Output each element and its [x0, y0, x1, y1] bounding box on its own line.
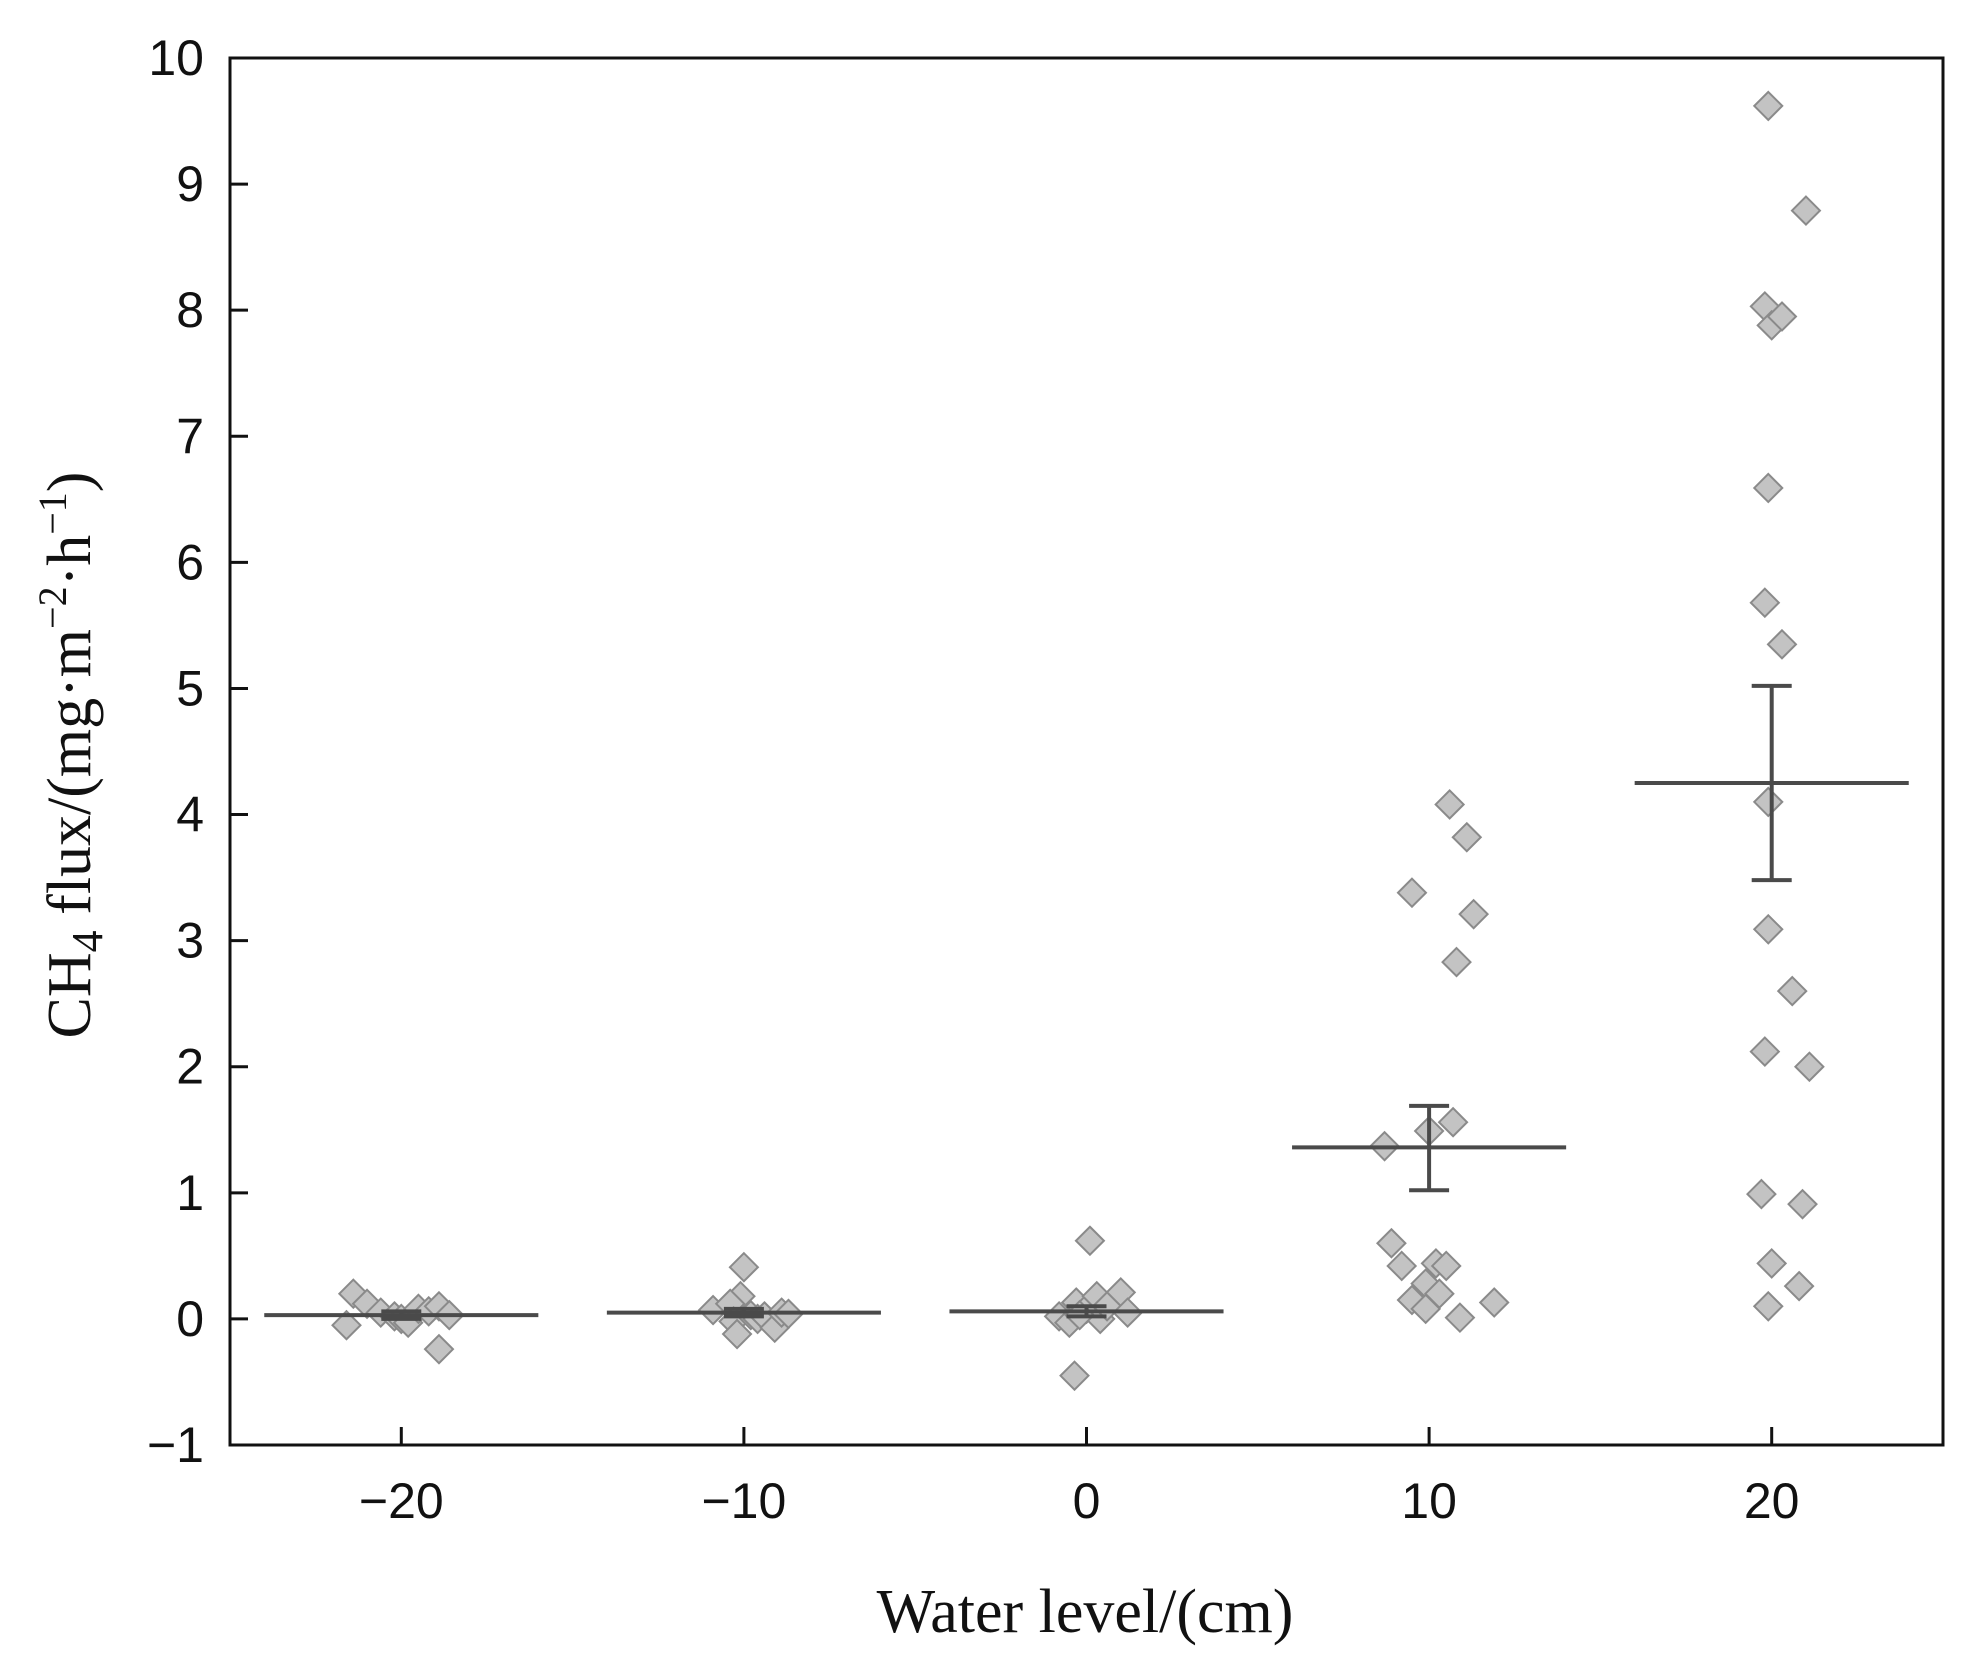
data-point-diamond — [1478, 1287, 1510, 1318]
data-point-diamond — [1458, 898, 1490, 930]
data-point-diamond — [1386, 1250, 1418, 1282]
y-axis-title-sub: 4 — [63, 930, 112, 952]
data-point-diamond — [728, 1251, 760, 1283]
y-axis-title-sup1: −2 — [30, 586, 75, 629]
y-axis-title-mid2: ·h — [36, 535, 104, 587]
y-axis-title-mid: flux/(mg·m — [36, 629, 104, 930]
x-tick-label: 10 — [1401, 1473, 1457, 1529]
x-tick-label: 20 — [1744, 1473, 1800, 1529]
data-point-diamond — [1793, 1051, 1825, 1083]
y-tick-label: 8 — [176, 282, 204, 338]
y-tick-label: 5 — [176, 660, 204, 716]
y-tick-label: 10 — [148, 30, 204, 86]
mean-lines — [264, 781, 1909, 1318]
data-point-diamond — [1444, 1302, 1476, 1334]
x-tick-label: 0 — [1073, 1473, 1101, 1529]
data-point-diamond — [1783, 1270, 1815, 1302]
data-point-diamond — [1430, 1250, 1462, 1282]
y-axis-title-sup2: −1 — [30, 492, 75, 535]
x-axis-title: Water level/(cm) — [877, 1578, 1294, 1646]
axis-labels: Water level/(cm) CH4 flux/(mg·m−2·h−1) — [30, 472, 1293, 1646]
y-axis-title-suffix: ) — [36, 472, 104, 493]
data-point-diamond — [1766, 628, 1798, 660]
y-axis-title-prefix: CH — [36, 952, 104, 1038]
data-point-diamond — [1074, 1225, 1106, 1257]
data-point-diamond — [1059, 1360, 1090, 1392]
y-tick-label: 6 — [176, 534, 204, 590]
x-tick-label: −20 — [359, 1473, 444, 1529]
error-bars — [381, 683, 1792, 1321]
y-tick-label: 9 — [176, 156, 204, 212]
y-tick-label: 7 — [176, 408, 204, 464]
y-tick-label: 2 — [176, 1039, 204, 1095]
data-point-diamond — [1437, 1106, 1469, 1138]
y-tick-label: 4 — [176, 787, 204, 843]
data-point-diamond — [1766, 301, 1798, 332]
data-point-diamond — [1451, 821, 1483, 853]
data-point-diamond — [721, 1318, 753, 1350]
data-point-diamond — [1752, 1290, 1784, 1322]
data-point-diamond — [331, 1309, 362, 1341]
y-tick-label: 3 — [176, 913, 204, 969]
data-point-diamond — [1752, 472, 1784, 504]
y-tick-label: −1 — [147, 1417, 204, 1473]
data-point-diamond — [1752, 90, 1784, 122]
data-point-diamond — [1423, 1278, 1455, 1310]
data-point-diamond — [1375, 1227, 1407, 1259]
y-axis-title: CH4 flux/(mg·m−2·h−1) — [30, 472, 112, 1039]
data-point-diamond — [1787, 1188, 1818, 1220]
data-point-diamond — [1441, 946, 1472, 978]
y-tick-label: 0 — [176, 1291, 204, 1347]
data-point-diamond — [1752, 786, 1784, 818]
data-point-diamond — [1396, 877, 1428, 909]
x-tick-label: −10 — [701, 1473, 786, 1529]
data-point-diamond — [1434, 789, 1466, 820]
data-point-diamond — [1749, 1036, 1781, 1068]
y-tick-label: 1 — [176, 1165, 204, 1221]
data-points — [331, 90, 1825, 1392]
data-point-diamond — [1790, 195, 1822, 226]
data-point-diamond — [1752, 913, 1784, 945]
data-point-diamond — [1746, 1178, 1777, 1210]
data-point-diamond — [1756, 1248, 1788, 1279]
data-point-diamond — [423, 1333, 455, 1365]
data-point-diamond — [1749, 587, 1781, 619]
data-point-diamond — [1776, 975, 1808, 1007]
